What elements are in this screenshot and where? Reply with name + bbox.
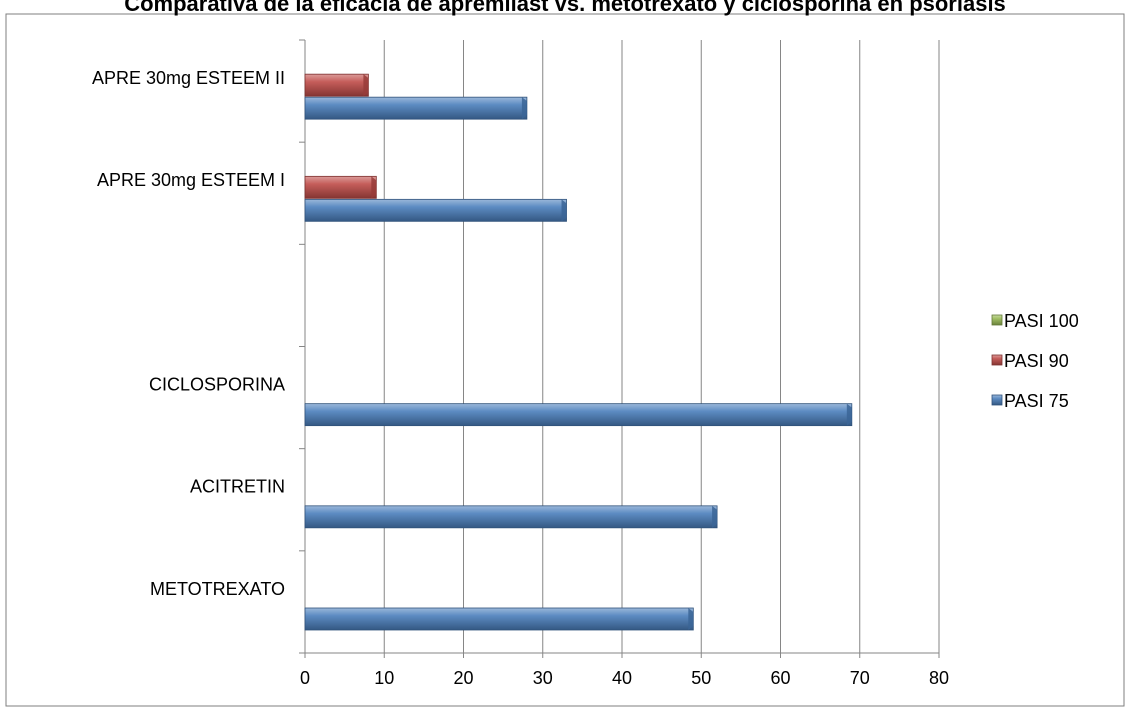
x-tick-label: 20 xyxy=(453,668,473,688)
bar-pasi-90-apre-30mg-esteem-ii xyxy=(304,73,369,97)
bar-pasi-75-acitretin xyxy=(304,505,718,529)
gridlines xyxy=(383,40,940,653)
x-tick-label: 80 xyxy=(929,668,949,688)
bar-pasi-75-apre-30mg-esteem-ii xyxy=(304,96,528,120)
bars xyxy=(304,73,853,631)
legend-swatch xyxy=(991,354,1003,366)
legend-item-pasi-90: PASI 90 xyxy=(991,351,1069,371)
y-category-label: APRE 30mg ESTEEM I xyxy=(97,170,285,190)
x-tick-label: 60 xyxy=(770,668,790,688)
y-category-label: METOTREXATO xyxy=(150,579,285,599)
legend-label: PASI 75 xyxy=(1004,391,1069,411)
legend-swatch xyxy=(991,314,1003,326)
bar-pasi-75-ciclosporina xyxy=(304,403,853,427)
y-category-label: ACITRETIN xyxy=(190,477,285,497)
bar-pasi-75-apre-30mg-esteem-i xyxy=(304,198,567,222)
legend-label: PASI 100 xyxy=(1004,311,1079,331)
legend-item-pasi-100: PASI 100 xyxy=(991,311,1079,331)
legend-item-pasi-75: PASI 75 xyxy=(991,391,1069,411)
x-tick-label: 0 xyxy=(300,668,310,688)
legend: PASI 100 PASI 90 PASI 75 xyxy=(991,311,1079,411)
x-tick-label: 70 xyxy=(850,668,870,688)
chart-border xyxy=(5,13,1125,707)
x-tick-label: 10 xyxy=(374,668,394,688)
axes xyxy=(299,39,940,658)
x-tick-label: 50 xyxy=(691,668,711,688)
chart-title: Comparativa de la eficacia de apremilast… xyxy=(124,0,1006,16)
x-tick-label: 40 xyxy=(612,668,632,688)
legend-label: PASI 90 xyxy=(1004,351,1069,371)
bar-pasi-75-metotrexato xyxy=(304,607,694,631)
bar-pasi-90-apre-30mg-esteem-i xyxy=(304,175,377,199)
labels: 0 10 20 30 40 50 60 70 80 METOTREXATO ACITRETIN CIC… xyxy=(92,68,949,688)
legend-swatch xyxy=(991,394,1003,406)
x-tick-label: 30 xyxy=(533,668,553,688)
y-category-label: CICLOSPORINA xyxy=(149,375,285,395)
y-category-label: APRE 30mg ESTEEM II xyxy=(92,68,285,88)
